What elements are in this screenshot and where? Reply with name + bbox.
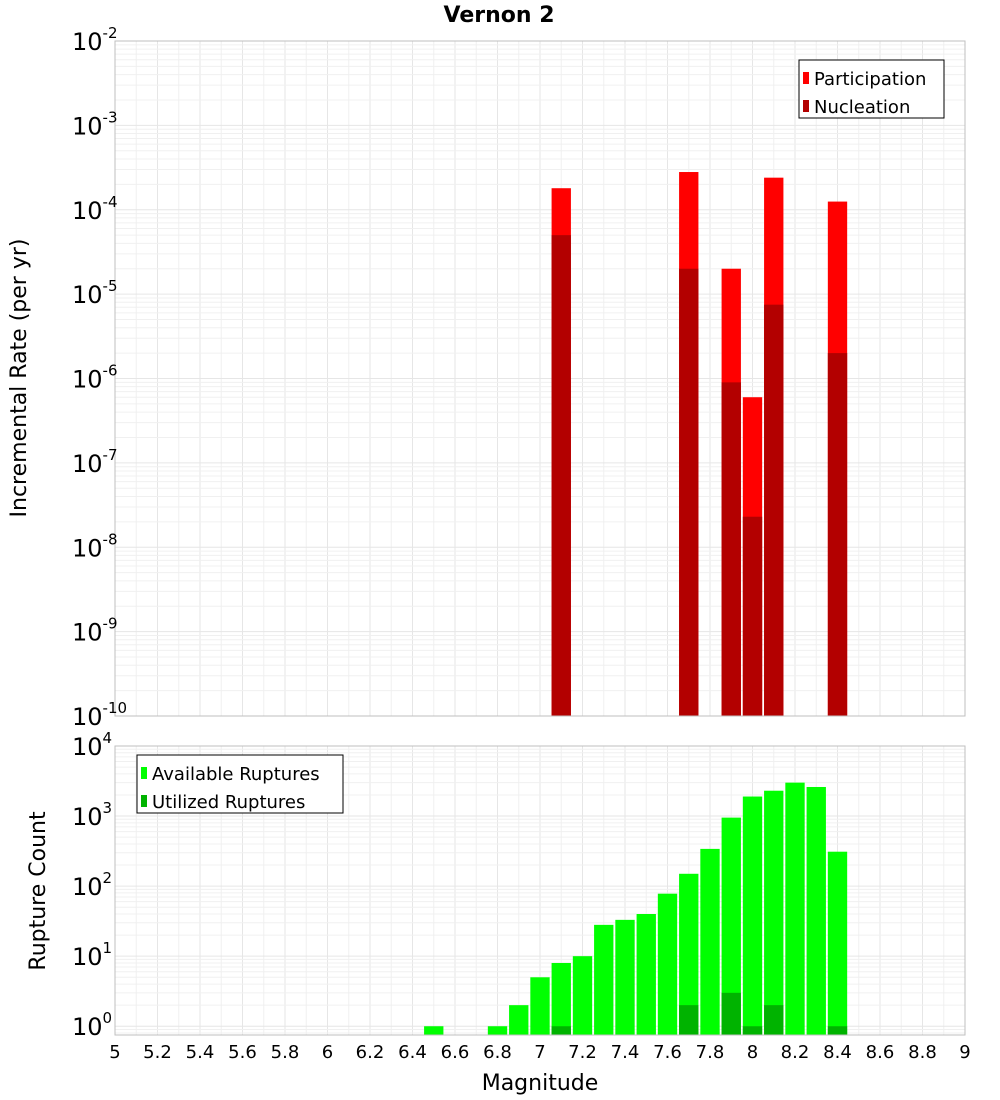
available-ruptures-bar [742, 796, 763, 1035]
available-ruptures-bar [764, 790, 784, 1035]
x-tick-label: 6 [322, 1042, 333, 1063]
x-tick-label: 5.2 [143, 1042, 172, 1063]
available-ruptures-bar [487, 1026, 508, 1035]
x-tick-label: 7.8 [696, 1042, 725, 1063]
legend-swatch [141, 795, 147, 807]
available-ruptures-bar [806, 786, 826, 1035]
top-plot: 10-10 10-9 10-8 10-7 10-6 10-5 10-4 10-3 10-2 Par… [72, 24, 966, 731]
legend-label: Available Ruptures [152, 764, 320, 785]
y-tick-label: 10-9 [72, 615, 118, 647]
top-y-axis-label: Incremental Rate (per yr) [7, 239, 32, 518]
y-tick-label: 10-5 [72, 277, 118, 309]
y-tick-label: 10-7 [72, 446, 118, 478]
x-tick-label: 6.6 [441, 1042, 470, 1063]
legend-box [136, 754, 344, 814]
available-ruptures-bar [509, 1005, 529, 1035]
legend: Available Ruptures Utilized Ruptures [136, 754, 344, 814]
available-ruptures-bar [700, 848, 720, 1035]
x-tick-label: 6.4 [398, 1042, 427, 1063]
y-tick-label: 103 [72, 799, 112, 831]
x-tick-label: 6.8 [483, 1042, 512, 1063]
nucleation-bar [764, 304, 784, 716]
legend-label: Participation [814, 69, 926, 90]
available-ruptures-bar [785, 782, 805, 1035]
x-tick-label: 5 [109, 1042, 120, 1063]
x-tick-label: 8.8 [908, 1042, 937, 1063]
x-tick-label: 7 [534, 1042, 545, 1063]
available-ruptures-bar [572, 956, 593, 1035]
y-tick-label: 100 [72, 1009, 112, 1041]
y-tick-label: 10-10 [72, 699, 127, 731]
x-tick-label: 7.6 [653, 1042, 682, 1063]
x-tick-label: 5.8 [271, 1042, 300, 1063]
legend-label: Utilized Ruptures [152, 792, 305, 813]
x-tick-label: 7.4 [611, 1042, 640, 1063]
utilized-ruptures-bar [764, 1005, 784, 1035]
plot-border [114, 40, 966, 717]
utilized-ruptures-bar [827, 1026, 848, 1035]
bottom-plot: 100 101 102 103 104 5 5.2 5.4 5.6 5.8 6 6.2 6.4 6.6 6.… [72, 729, 971, 1063]
x-tick-label: 8.4 [823, 1042, 852, 1063]
nucleation-bar [551, 235, 571, 716]
utilized-ruptures-bar [721, 992, 741, 1035]
x-tick-label: 8.2 [781, 1042, 810, 1063]
y-tick-label: 10-2 [72, 24, 118, 56]
x-tick-label: 8 [747, 1042, 758, 1063]
available-ruptures-bar [827, 851, 848, 1035]
plot-border [114, 745, 966, 1036]
nucleation-bar [827, 353, 848, 716]
x-tick-label: 9 [959, 1042, 970, 1063]
available-ruptures-bar [594, 924, 614, 1035]
x-tick-label: 5.4 [186, 1042, 215, 1063]
x-axis-label: Magnitude [482, 1071, 599, 1096]
x-tick-label: 6.2 [356, 1042, 385, 1063]
nucleation-bar [742, 516, 763, 716]
nucleation-bar [679, 268, 699, 716]
legend-swatch [141, 767, 147, 779]
legend-swatch [803, 72, 809, 84]
utilized-ruptures-bar [742, 1026, 763, 1035]
legend-box [798, 59, 945, 119]
nucleation-bar [721, 382, 741, 716]
available-ruptures-bar [615, 919, 635, 1035]
chart-title: Vernon 2 [444, 3, 555, 28]
available-ruptures-bar [551, 962, 571, 1035]
x-tick-label: 5.6 [228, 1042, 257, 1063]
x-tick-label: 7.2 [568, 1042, 597, 1063]
available-ruptures-bar [721, 817, 741, 1035]
legend-label: Nucleation [814, 97, 910, 118]
available-ruptures-bar [530, 977, 550, 1035]
available-ruptures-bar [679, 873, 699, 1035]
y-tick-label: 10-8 [72, 530, 118, 562]
legend-swatch [803, 100, 809, 112]
utilized-ruptures-bar [551, 1026, 571, 1035]
y-tick-label: 102 [72, 869, 112, 901]
bottom-y-axis-label: Rupture Count [26, 811, 51, 971]
available-ruptures-bar [636, 914, 656, 1035]
available-ruptures-bar [424, 1026, 444, 1035]
utilized-ruptures-bar [679, 1005, 699, 1035]
y-tick-label: 10-3 [72, 108, 118, 140]
y-tick-label: 10-4 [72, 193, 118, 225]
legend: Participation Nucleation [798, 59, 945, 119]
y-tick-label: 104 [72, 729, 112, 761]
x-tick-label: 8.6 [866, 1042, 895, 1063]
y-tick-label: 101 [72, 939, 112, 971]
available-ruptures-bar [657, 893, 678, 1035]
y-tick-label: 10-6 [72, 362, 118, 394]
